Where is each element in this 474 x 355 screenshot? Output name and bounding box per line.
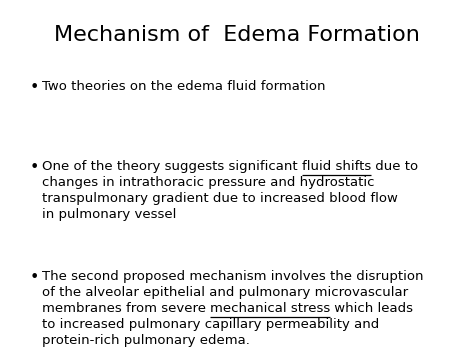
Text: transpulmonary gradient due to increased blood flow: transpulmonary gradient due to increased… bbox=[42, 192, 398, 205]
Text: Mechanism of  Edema Formation: Mechanism of Edema Formation bbox=[54, 25, 420, 45]
Text: membranes from severe: membranes from severe bbox=[42, 302, 210, 315]
Text: •: • bbox=[30, 270, 39, 285]
Text: The second proposed mechanism involves the disruption: The second proposed mechanism involves t… bbox=[42, 270, 423, 283]
Text: fluid shifts: fluid shifts bbox=[302, 160, 371, 173]
Text: of the alveolar epithelial and pulmonary microvascular: of the alveolar epithelial and pulmonary… bbox=[42, 286, 408, 299]
Text: Two theories on the edema fluid formation: Two theories on the edema fluid formatio… bbox=[42, 80, 326, 93]
Text: •: • bbox=[30, 80, 39, 95]
Text: protein-rich pulmonary edema.: protein-rich pulmonary edema. bbox=[42, 334, 250, 347]
Text: mechanical stress: mechanical stress bbox=[210, 302, 330, 315]
Text: •: • bbox=[30, 160, 39, 175]
Text: which leads: which leads bbox=[330, 302, 413, 315]
Text: changes in intrathoracic pressure and hydrostatic: changes in intrathoracic pressure and hy… bbox=[42, 176, 374, 189]
Text: One of the theory suggests significant: One of the theory suggests significant bbox=[42, 160, 302, 173]
Text: due to: due to bbox=[371, 160, 418, 173]
Text: to increased pulmonary capillary permeability and: to increased pulmonary capillary permeab… bbox=[42, 318, 379, 331]
Text: in pulmonary vessel: in pulmonary vessel bbox=[42, 208, 176, 221]
